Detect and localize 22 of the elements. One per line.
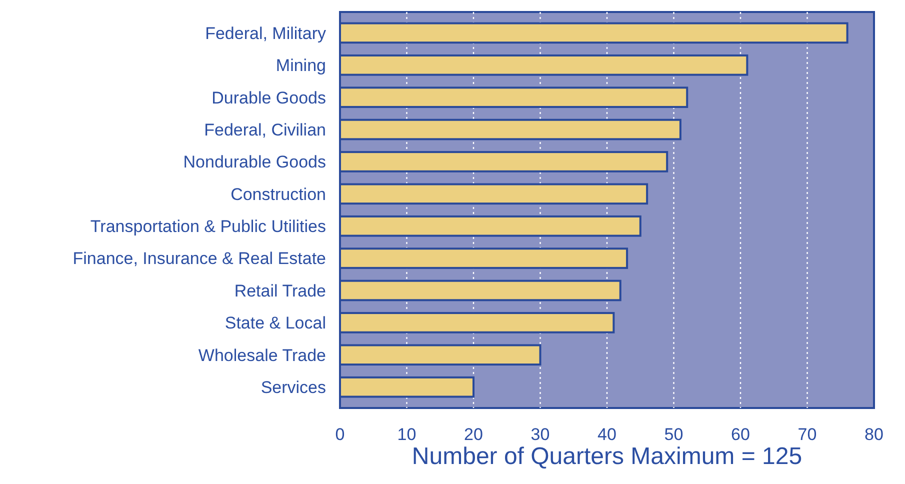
x-tick-label: 70: [798, 425, 817, 444]
x-tick-label: 50: [664, 425, 684, 444]
y-tick-label: Wholesale Trade: [198, 346, 326, 365]
x-tick-label: 30: [530, 425, 550, 444]
x-tick-label: 60: [731, 425, 750, 444]
x-tick-label: 0: [335, 425, 345, 444]
y-tick-label: Finance, Insurance & Real Estate: [72, 249, 326, 268]
y-tick-label: Federal, Civilian: [204, 120, 326, 140]
y-tick-label: Transportation & Public Utilities: [90, 217, 326, 236]
y-tick-label: Nondurable Goods: [183, 152, 326, 172]
y-tick-label: Mining: [276, 56, 326, 76]
y-tick-label: State & Local: [224, 314, 326, 333]
y-tick-label: Durable Goods: [212, 88, 326, 108]
y-tick-label: Construction: [230, 184, 326, 204]
y-tick-label: Retail Trade: [234, 281, 326, 300]
x-tick-label: 80: [864, 425, 884, 444]
y-tick-label: Services: [260, 378, 326, 398]
x-tick-label: 10: [397, 425, 416, 444]
y-tick-label: Federal, Military: [205, 24, 326, 43]
x-tick-label: 20: [464, 425, 483, 444]
x-tick-label: 40: [598, 425, 616, 444]
x-axis-title: Number of Quarters Maximum = 125: [412, 443, 802, 470]
